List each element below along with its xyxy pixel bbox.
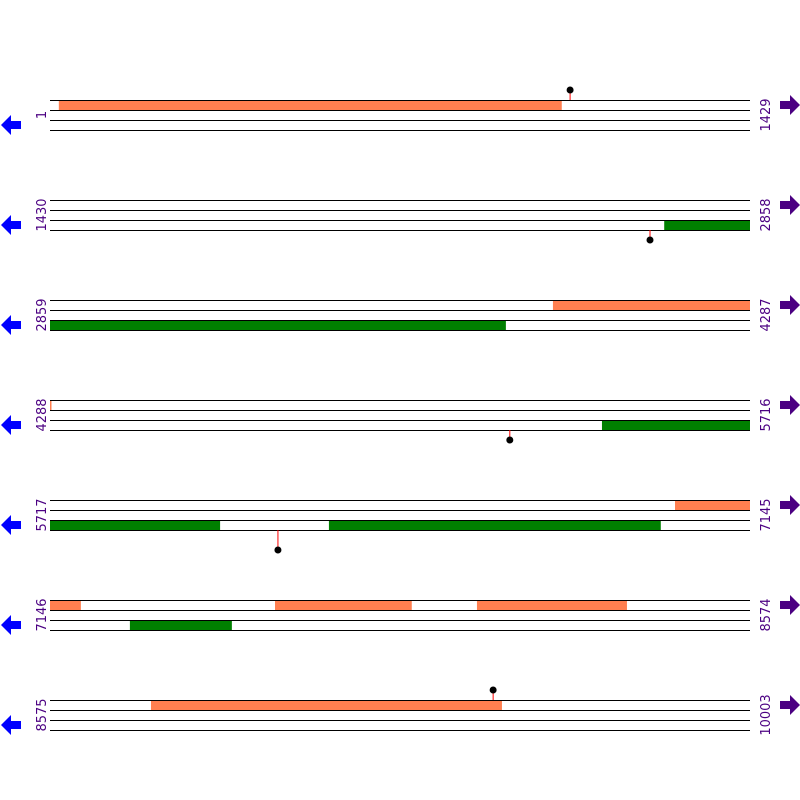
arrow-right-icon — [780, 595, 800, 615]
row-end-label: 10003 — [759, 694, 774, 735]
arrow-right-icon — [780, 695, 800, 715]
reverse-feature — [664, 220, 750, 230]
reverse-feature — [601, 420, 750, 430]
row-end-label: 7145 — [759, 498, 774, 531]
reverse-feature — [328, 520, 661, 530]
arrow-left-icon — [1, 315, 21, 335]
map-row: 1 1429 — [1, 86, 800, 135]
marker-dot — [646, 236, 654, 244]
reverse-feature — [129, 620, 232, 630]
row-start-label: 1430 — [35, 198, 50, 231]
row-start-label: 7146 — [35, 598, 50, 631]
arrow-right-icon — [780, 395, 800, 415]
forward-feature — [50, 600, 81, 610]
reverse-feature — [50, 320, 506, 330]
arrow-left-icon — [1, 615, 21, 635]
reverse-feature — [50, 520, 221, 530]
map-row: 7146 8574 — [1, 595, 800, 635]
forward-feature — [675, 500, 750, 510]
marker-dot — [274, 546, 282, 554]
row-start-label: 8575 — [35, 698, 50, 731]
row-end-label: 2858 — [759, 198, 774, 231]
map-row: 5717 7145 — [1, 495, 800, 554]
arrow-left-icon — [1, 115, 21, 135]
row-end-label: 8574 — [759, 598, 774, 631]
arrow-left-icon — [1, 415, 21, 435]
map-row: 2859 4287 — [1, 295, 800, 335]
arrow-right-icon — [780, 295, 800, 315]
forward-feature — [552, 300, 750, 310]
row-start-label: 5717 — [35, 498, 50, 531]
map-row: 8575 10003 — [1, 686, 800, 736]
arrow-left-icon — [1, 215, 21, 235]
forward-feature — [275, 600, 412, 610]
map-row: 1430 2858 — [1, 195, 800, 244]
forward-feature — [476, 600, 627, 610]
forward-feature — [50, 400, 52, 410]
row-end-label: 4287 — [759, 298, 774, 331]
forward-feature — [58, 100, 562, 110]
marker-dot — [506, 436, 514, 444]
marker-dot — [566, 86, 574, 94]
row-end-label: 5716 — [759, 398, 774, 431]
row-start-label: 2859 — [35, 298, 50, 331]
map-row: 4288 5716 — [1, 395, 800, 444]
arrow-left-icon — [1, 515, 21, 535]
arrow-right-icon — [780, 495, 800, 515]
row-start-label: 1 — [35, 111, 50, 119]
arrow-left-icon — [1, 715, 21, 735]
arrow-right-icon — [780, 95, 800, 115]
row-end-label: 1429 — [759, 98, 774, 131]
marker-dot — [489, 686, 497, 694]
forward-feature — [150, 700, 502, 710]
arrow-right-icon — [780, 195, 800, 215]
row-start-label: 4288 — [35, 398, 50, 431]
